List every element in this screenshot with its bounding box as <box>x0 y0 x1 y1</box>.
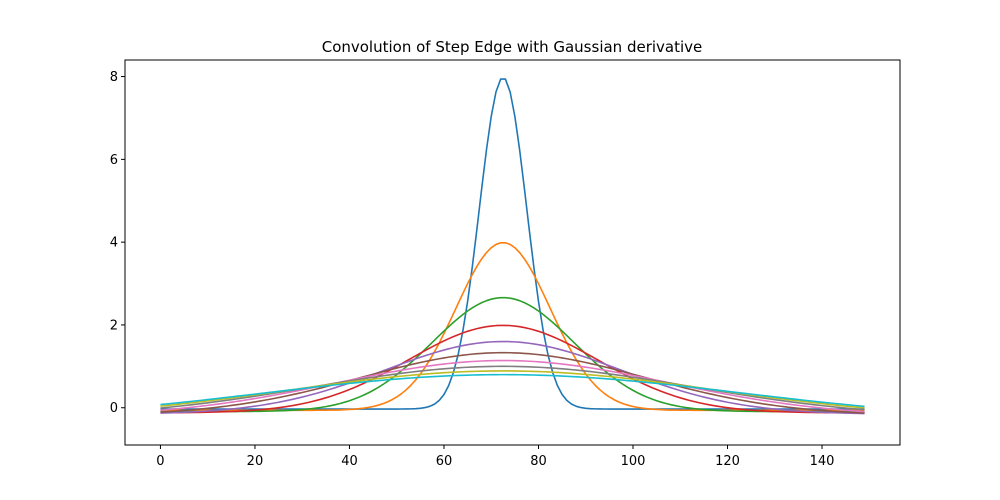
y-tick-label: 8 <box>110 70 118 85</box>
y-tick-label: 0 <box>110 401 118 416</box>
series-line-1 <box>160 78 865 410</box>
series-line-6 <box>160 351 865 414</box>
series-line-7 <box>160 359 865 413</box>
x-tick-label: 80 <box>530 454 547 469</box>
series-line-10 <box>160 373 865 408</box>
x-tick-label: 40 <box>341 454 358 469</box>
plot-lines <box>160 78 865 415</box>
x-tick-label: 60 <box>436 454 453 469</box>
plot-frame <box>124 59 901 446</box>
y-axis: 0 2 4 6 8 <box>110 70 125 416</box>
series-line-8 <box>160 365 865 411</box>
y-tick-label: 4 <box>110 236 118 251</box>
x-tick-label: 140 <box>810 454 835 469</box>
x-tick-label: 120 <box>715 454 740 469</box>
y-tick-label: 2 <box>110 318 118 333</box>
x-axis: 0 20 40 60 80 100 120 140 <box>156 445 834 469</box>
x-tick-label: 0 <box>156 454 164 469</box>
chart-title: Convolution of Step Edge with Gaussian d… <box>322 38 703 56</box>
series-line-5 <box>160 340 865 415</box>
x-tick-label: 100 <box>621 454 646 469</box>
y-tick-label: 6 <box>110 153 118 168</box>
series-line-4 <box>160 324 865 414</box>
series-line-3 <box>160 296 865 413</box>
x-tick-label: 20 <box>247 454 264 469</box>
